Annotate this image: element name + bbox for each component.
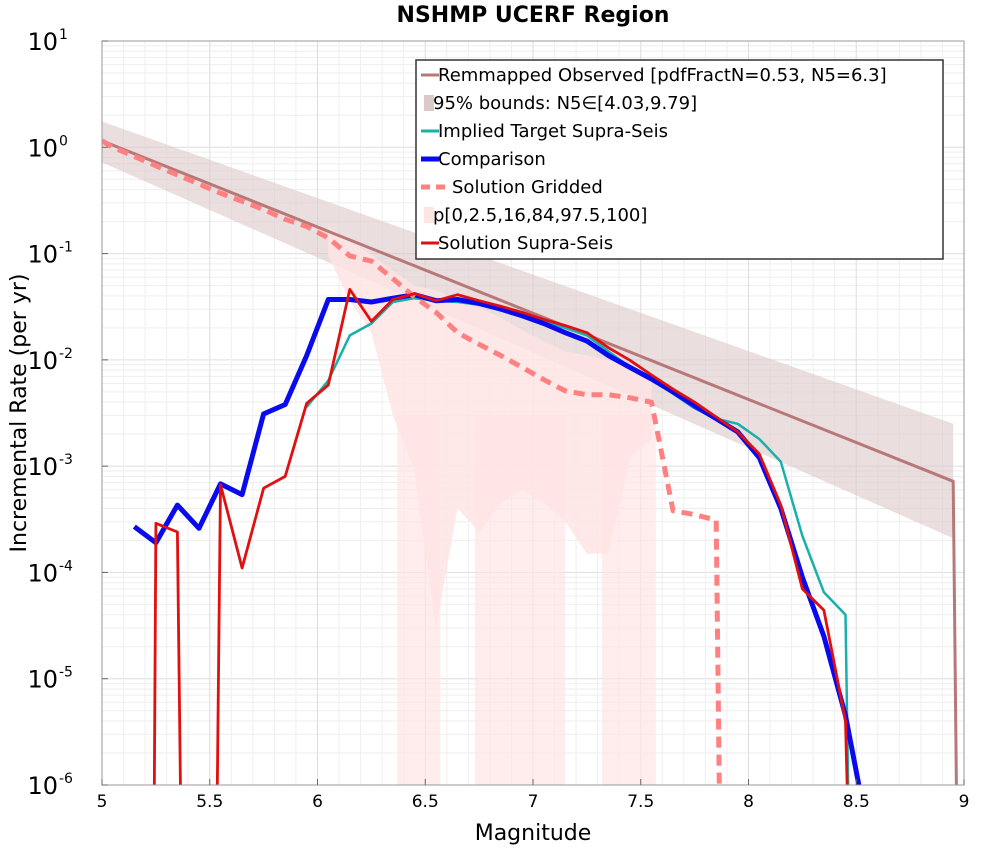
series-solution-gridded xyxy=(102,138,722,785)
legend-label: Solution Supra-Seis xyxy=(438,233,613,254)
legend-label: Comparison xyxy=(438,149,546,170)
legend-swatch xyxy=(424,207,434,223)
x-tick-label: 6.5 xyxy=(412,792,439,812)
legend-label: Solution Gridded xyxy=(452,177,603,198)
x-tick-label: 8.5 xyxy=(843,792,870,812)
y-tick-exponent: -3 xyxy=(59,452,73,468)
series-remapped-observed xyxy=(102,139,958,785)
y-tick-exponent: 0 xyxy=(59,133,68,149)
y-tick-base: 10 xyxy=(27,28,58,56)
legend-label: Implied Target Supra-Seis xyxy=(438,121,668,142)
series-lines xyxy=(102,138,958,785)
legend-label: Remmapped Observed [pdfFractN=0.53, N5=6… xyxy=(438,65,887,86)
y-tick-base: 10 xyxy=(27,453,58,481)
y-tick-exponent: -5 xyxy=(59,665,73,681)
percentile-column xyxy=(601,415,656,785)
y-tick-exponent: -1 xyxy=(59,240,73,256)
y-tick-base: 10 xyxy=(27,666,58,694)
x-tick-label: 5.5 xyxy=(196,792,223,812)
y-tick-exponent: -4 xyxy=(59,558,73,574)
x-tick-label: 9 xyxy=(959,792,970,812)
y-tick-base: 10 xyxy=(27,241,58,269)
series-implied-target xyxy=(305,296,850,785)
legend-label: 95% bounds: N5∈[4.03,9.79] xyxy=(433,93,697,114)
y-tick-exponent: -6 xyxy=(59,771,73,787)
legend-box xyxy=(415,59,944,260)
x-tick-label: 5 xyxy=(97,792,108,812)
y-tick-base: 10 xyxy=(27,772,58,800)
x-tick-label: 7 xyxy=(528,792,539,812)
legend-label: p[0,2.5,16,84,97.5,100] xyxy=(433,205,647,226)
y-axis-label: Incremental Rate (per yr) xyxy=(7,274,32,553)
x-tick-label: 6 xyxy=(312,792,323,812)
y-tick-base: 10 xyxy=(27,347,58,375)
x-axis-ticks: 5 5.5 6 6.5 7 7.5 8 8.5 9 xyxy=(97,779,970,812)
x-tick-label: 7.5 xyxy=(627,792,654,812)
x-tick-label: 8 xyxy=(743,792,754,812)
y-tick-exponent: 1 xyxy=(59,27,68,43)
percentile-column xyxy=(474,415,566,785)
y-tick-base: 10 xyxy=(27,134,58,162)
chart-title: NSHMP UCERF Region xyxy=(397,3,670,28)
series-solution-supra-seis xyxy=(152,288,849,785)
legend-swatch xyxy=(424,95,434,111)
legend: Remmapped Observed [pdfFractN=0.53, N5=6… xyxy=(415,59,944,260)
y-tick-exponent: -2 xyxy=(59,346,73,362)
y-tick-base: 10 xyxy=(27,559,58,587)
percentile-column xyxy=(397,415,441,785)
x-axis-label: Magnitude xyxy=(475,821,592,846)
